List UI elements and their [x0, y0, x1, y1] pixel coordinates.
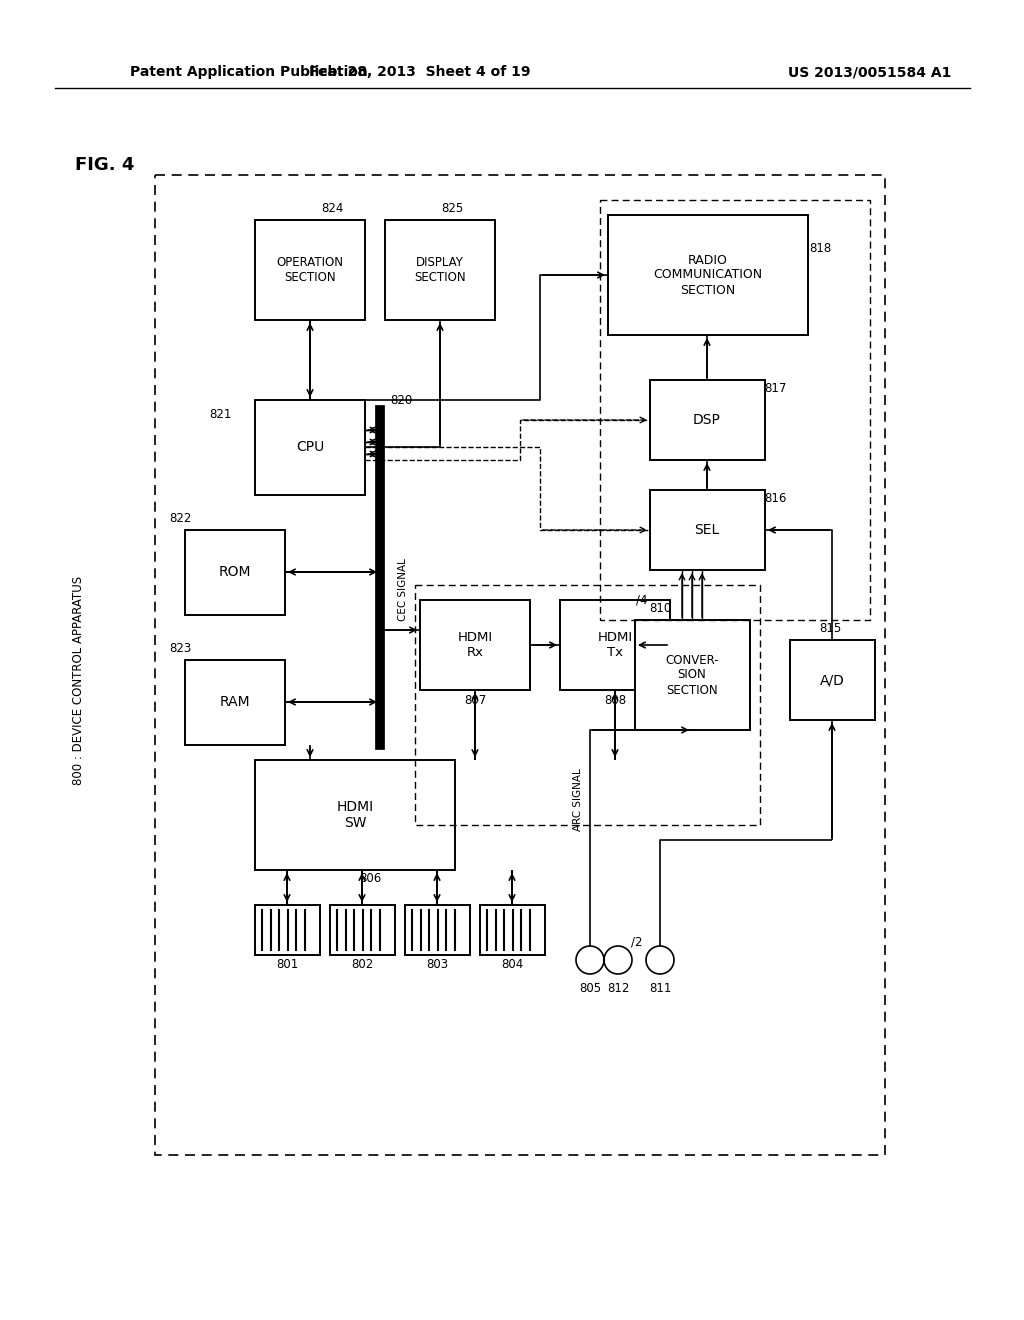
Bar	[406, 906, 470, 954]
Text: 812: 812	[607, 982, 629, 994]
Text: HDMI
Tx: HDMI Tx	[597, 631, 633, 659]
Bar	[185, 531, 285, 615]
Text: 823: 823	[169, 642, 191, 655]
Text: DISPLAY
SECTION: DISPLAY SECTION	[414, 256, 466, 284]
Text: 801: 801	[275, 958, 298, 972]
Text: 806: 806	[358, 871, 381, 884]
Text: 808: 808	[604, 693, 626, 706]
Text: 802: 802	[351, 958, 373, 972]
Text: RADIO
COMMUNICATION
SECTION: RADIO COMMUNICATION SECTION	[653, 253, 763, 297]
Bar	[650, 490, 765, 570]
Text: HDMI
Rx: HDMI Rx	[458, 631, 493, 659]
Bar	[790, 640, 874, 719]
Bar	[650, 380, 765, 459]
Text: Feb. 28, 2013  Sheet 4 of 19: Feb. 28, 2013 Sheet 4 of 19	[309, 65, 530, 79]
Bar	[255, 760, 455, 870]
Text: 810: 810	[649, 602, 671, 615]
Bar	[385, 220, 495, 319]
Text: 818: 818	[809, 242, 831, 255]
Text: US 2013/0051584 A1: US 2013/0051584 A1	[788, 65, 951, 79]
Bar	[635, 620, 750, 730]
Text: 825: 825	[441, 202, 463, 214]
Text: 822: 822	[169, 511, 191, 524]
Text: 807: 807	[464, 693, 486, 706]
Text: 800 : DEVICE CONTROL APPARATUS: 800 : DEVICE CONTROL APPARATUS	[72, 576, 85, 784]
Text: Patent Application Publication: Patent Application Publication	[130, 65, 368, 79]
Bar	[255, 906, 319, 954]
Bar	[155, 176, 885, 1155]
Text: 816: 816	[764, 491, 786, 504]
Bar	[330, 906, 395, 954]
Text: CONVER-
SION
SECTION: CONVER- SION SECTION	[666, 653, 719, 697]
Bar	[480, 906, 545, 954]
Bar	[415, 585, 760, 825]
Text: /2: /2	[631, 936, 643, 949]
Text: 817: 817	[764, 381, 786, 395]
Text: 815: 815	[819, 622, 841, 635]
Text: 821: 821	[209, 408, 231, 421]
Bar	[600, 201, 870, 620]
Text: DSP: DSP	[693, 413, 721, 426]
Text: /4: /4	[636, 594, 647, 606]
Bar	[560, 601, 670, 690]
Bar	[255, 400, 365, 495]
Text: ARC SIGNAL: ARC SIGNAL	[573, 768, 583, 832]
Bar	[255, 220, 365, 319]
Text: A/D: A/D	[819, 673, 845, 686]
Text: ROM: ROM	[219, 565, 251, 579]
Text: 805: 805	[579, 982, 601, 994]
Text: OPERATION
SECTION: OPERATION SECTION	[276, 256, 343, 284]
Text: RAM: RAM	[220, 696, 250, 709]
Text: 804: 804	[501, 958, 523, 972]
Bar	[420, 601, 530, 690]
Bar	[608, 215, 808, 335]
Text: 803: 803	[426, 958, 449, 972]
Text: CPU: CPU	[296, 440, 325, 454]
Text: 824: 824	[321, 202, 343, 214]
Text: 811: 811	[649, 982, 671, 994]
Text: HDMI
SW: HDMI SW	[337, 800, 374, 830]
Text: CEC SIGNAL: CEC SIGNAL	[398, 558, 408, 622]
Text: FIG. 4: FIG. 4	[75, 156, 134, 174]
Text: SEL: SEL	[694, 523, 720, 537]
Bar	[185, 660, 285, 744]
Text: 820: 820	[390, 393, 413, 407]
